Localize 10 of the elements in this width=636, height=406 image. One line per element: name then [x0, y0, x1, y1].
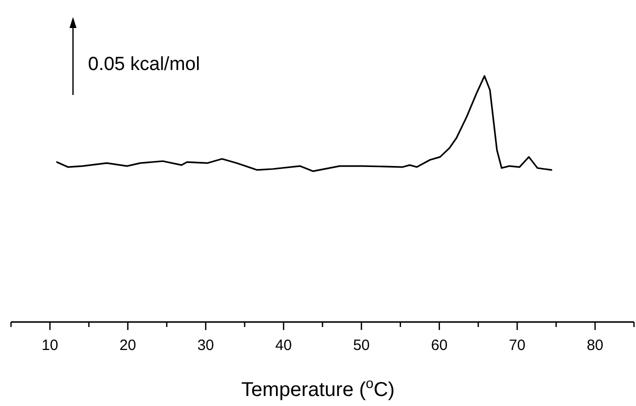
x-tick-label: 30 — [197, 337, 214, 354]
x-axis-title: Temperature ($^{o}$C) — [241, 375, 395, 401]
text: 0.05 kcal/mol — [88, 54, 200, 75]
x-tick-label: 20 — [119, 337, 136, 354]
x-tick-label: 80 — [586, 337, 604, 354]
x-tick-label: 10 — [42, 337, 58, 354]
x-tick-label: 70 — [508, 337, 526, 354]
x-tick-label: 50 — [353, 337, 370, 354]
x-tick-label: 40 — [275, 337, 292, 354]
x-tick-label: 60 — [430, 337, 448, 354]
